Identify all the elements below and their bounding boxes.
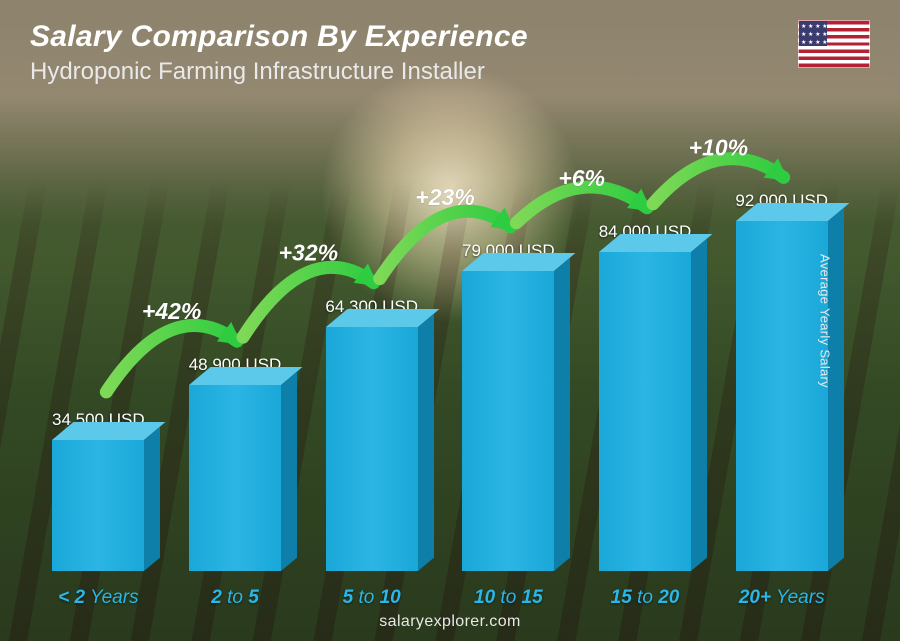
bar-chart: 34,500 USD48,900 USD64,300 USD79,000 USD… xyxy=(30,101,850,571)
bar-front-face xyxy=(326,327,418,571)
bar-slot: 79,000 USD xyxy=(440,101,577,571)
bar-front-face xyxy=(189,385,281,571)
header: Salary Comparison By Experience Hydropon… xyxy=(30,20,870,86)
bar-side-face xyxy=(144,426,160,571)
bar-side-face xyxy=(554,257,570,571)
bar xyxy=(52,440,144,571)
bar-side-face xyxy=(281,372,297,571)
bar-side-face xyxy=(691,238,707,571)
bar xyxy=(462,271,554,571)
bar-front-face xyxy=(52,440,144,571)
bar-slot: 64,300 USD xyxy=(303,101,440,571)
category-label: 15 to 20 xyxy=(577,587,714,609)
footer-site: salaryexplorer.com xyxy=(0,613,900,631)
bars-container: 34,500 USD48,900 USD64,300 USD79,000 USD… xyxy=(30,101,850,571)
category-label: 5 to 10 xyxy=(303,587,440,609)
category-labels: < 2 Years2 to 55 to 1010 to 1515 to 2020… xyxy=(30,587,850,609)
bar xyxy=(189,385,281,571)
content-wrapper: Salary Comparison By Experience Hydropon… xyxy=(0,0,900,641)
bar-slot: 48,900 USD xyxy=(167,101,304,571)
category-label: 20+ Years xyxy=(713,587,850,609)
bar-front-face xyxy=(736,221,828,571)
y-axis-title: Average Yearly Salary xyxy=(818,254,833,388)
bar-front-face xyxy=(599,252,691,571)
bar-side-face xyxy=(418,313,434,571)
bar-front-face xyxy=(462,271,554,571)
category-label: < 2 Years xyxy=(30,587,167,609)
page-title: Salary Comparison By Experience xyxy=(30,20,528,54)
category-label: 10 to 15 xyxy=(440,587,577,609)
bar-slot: 34,500 USD xyxy=(30,101,167,571)
bar xyxy=(736,221,828,571)
title-block: Salary Comparison By Experience Hydropon… xyxy=(30,20,528,86)
bar-slot: 84,000 USD xyxy=(577,101,714,571)
bar xyxy=(599,252,691,571)
bar xyxy=(326,327,418,571)
flag-icon xyxy=(798,20,870,68)
page-subtitle: Hydroponic Farming Infrastructure Instal… xyxy=(30,58,528,86)
category-label: 2 to 5 xyxy=(167,587,304,609)
